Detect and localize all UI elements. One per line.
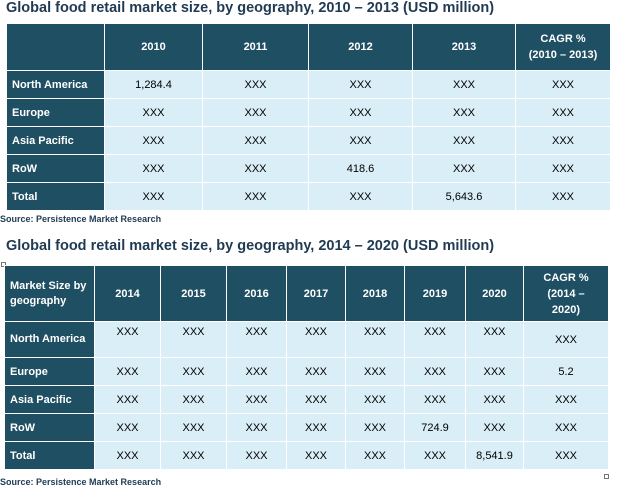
table2-cell: XXX (286, 357, 346, 386)
table2-cell: XXX (404, 385, 466, 414)
table1-corner-cell (6, 23, 105, 71)
table2-col-header: 2019 (404, 265, 466, 322)
table1-cell: XXX (104, 182, 203, 211)
table2-col-header: 2017 (286, 265, 346, 322)
table2-cell: XXX (404, 441, 466, 470)
table1-cell: XXX (412, 70, 516, 99)
table1-cell: XXX (308, 182, 413, 211)
table2-row-label: North America (4, 321, 95, 358)
table1-cell: XXX (515, 154, 611, 183)
market-size-table-2010-2013: 2010 2011 2012 2013 CAGR % (2010 – 2013)… (6, 23, 611, 211)
table1-cell: XXX (308, 70, 413, 99)
table2-cell: 8,541.9 (465, 441, 524, 470)
table2-cell: XXX (286, 441, 346, 470)
table1-source-note: Source: Persistence Market Research (0, 214, 162, 224)
table2-cell: XXX (465, 385, 524, 414)
table1-cell: XXX (412, 98, 516, 127)
table2-row-label: Asia Pacific (4, 385, 95, 414)
selection-handle (1, 262, 6, 267)
table2-col-header-cagr: CAGR % (2014 – 2020) (523, 265, 609, 322)
table2-cell: XXX (226, 441, 287, 470)
table1-row-label: Europe (6, 98, 105, 127)
market-size-table-2014-2020: Market Size by geography 2014 2015 2016 … (4, 265, 609, 470)
table2-cell: XXX (94, 357, 161, 386)
table1-cell: XXX (515, 126, 611, 155)
table2-cell: XXX (345, 357, 405, 386)
table1-cell: XXX (308, 98, 413, 127)
table1-row-label: North America (6, 70, 105, 99)
table2-cell: XXX (345, 413, 405, 442)
selection-handle (604, 474, 609, 479)
table2-cell: XXX (523, 441, 609, 470)
table2-cell: XXX (345, 441, 405, 470)
table2-cell: XXX (94, 385, 161, 414)
table2-row-label: Europe (4, 357, 95, 386)
table2-cell: XXX (465, 413, 524, 442)
table1-cell: 1,284.4 (104, 70, 203, 99)
table2-cell: XXX (94, 441, 161, 470)
table2-cell: XXX (404, 357, 466, 386)
table2-row-label: RoW (4, 413, 95, 442)
table1-cell: XXX (202, 126, 309, 155)
table2-cell: XXX (226, 321, 287, 358)
table1-cell: XXX (412, 154, 516, 183)
table1-row-label: Asia Pacific (6, 126, 105, 155)
table1-cell: XXX (202, 154, 309, 183)
table2-cell: XXX (286, 321, 346, 358)
table2-cell: XXX (94, 321, 161, 358)
table1-col-header: 2010 (104, 23, 203, 71)
table1-cell: XXX (104, 98, 203, 127)
table1-cell: 418.6 (308, 154, 413, 183)
table1-cell: XXX (515, 182, 611, 211)
table1-cell: XXX (202, 70, 309, 99)
table2-cell: 724.9 (404, 413, 466, 442)
table2-cell: XXX (226, 357, 287, 386)
table2-cell: XXX (523, 413, 609, 442)
table2-cell: XXX (160, 413, 227, 442)
table2-cell: XXX (160, 357, 227, 386)
table1-cell: XXX (202, 98, 309, 127)
table2-cell: 5.2 (523, 357, 609, 386)
table2-cell: XXX (160, 385, 227, 414)
table2-corner-label: Market Size by geography (4, 265, 95, 322)
table1-row-label: RoW (6, 154, 105, 183)
table1-cell: XXX (202, 182, 309, 211)
table2-cell: XXX (286, 413, 346, 442)
table1-title: Global food retail market size, by geogr… (6, 0, 495, 16)
table2-col-header: 2014 (94, 265, 161, 322)
table1-cell: XXX (515, 70, 611, 99)
table2-cell: XXX (226, 385, 287, 414)
table2-cell: XXX (345, 385, 405, 414)
table2-row-label: Total (4, 441, 95, 470)
table2-col-header: 2016 (226, 265, 287, 322)
table2-cell: XXX (286, 385, 346, 414)
table2-cell: XXX (160, 321, 227, 358)
table1-cell: XXX (515, 98, 611, 127)
table1-cell: XXX (104, 154, 203, 183)
table2-cell: XXX (523, 385, 609, 414)
table2-cell: XXX (226, 413, 287, 442)
table1-col-header-cagr: CAGR % (2010 – 2013) (515, 23, 611, 71)
table2-cell: XXX (94, 413, 161, 442)
table2-cell: XXX (345, 321, 405, 358)
table2-col-header: 2015 (160, 265, 227, 322)
table2-source-note: Source: Persistence Market Research (0, 477, 162, 487)
table2-cell: XXX (465, 357, 524, 386)
table2-cell: XXX (465, 321, 524, 358)
table1-cell: XXX (104, 126, 203, 155)
table1-col-header: 2013 (412, 23, 516, 71)
table2-cell: XXX (160, 441, 227, 470)
table1-cell: XXX (308, 126, 413, 155)
table1-col-header: 2011 (202, 23, 309, 71)
table1-row-label: Total (6, 182, 105, 211)
table2-col-header: 2018 (345, 265, 405, 322)
table1-col-header: 2012 (308, 23, 413, 71)
table2-cell: XXX (404, 321, 466, 358)
table1-cell: 5,643.6 (412, 182, 516, 211)
table2-title: Global food retail market size, by geogr… (6, 238, 495, 254)
table2-col-header: 2020 (465, 265, 524, 322)
table2-cell: XXX (523, 321, 609, 358)
table1-cell: XXX (412, 126, 516, 155)
